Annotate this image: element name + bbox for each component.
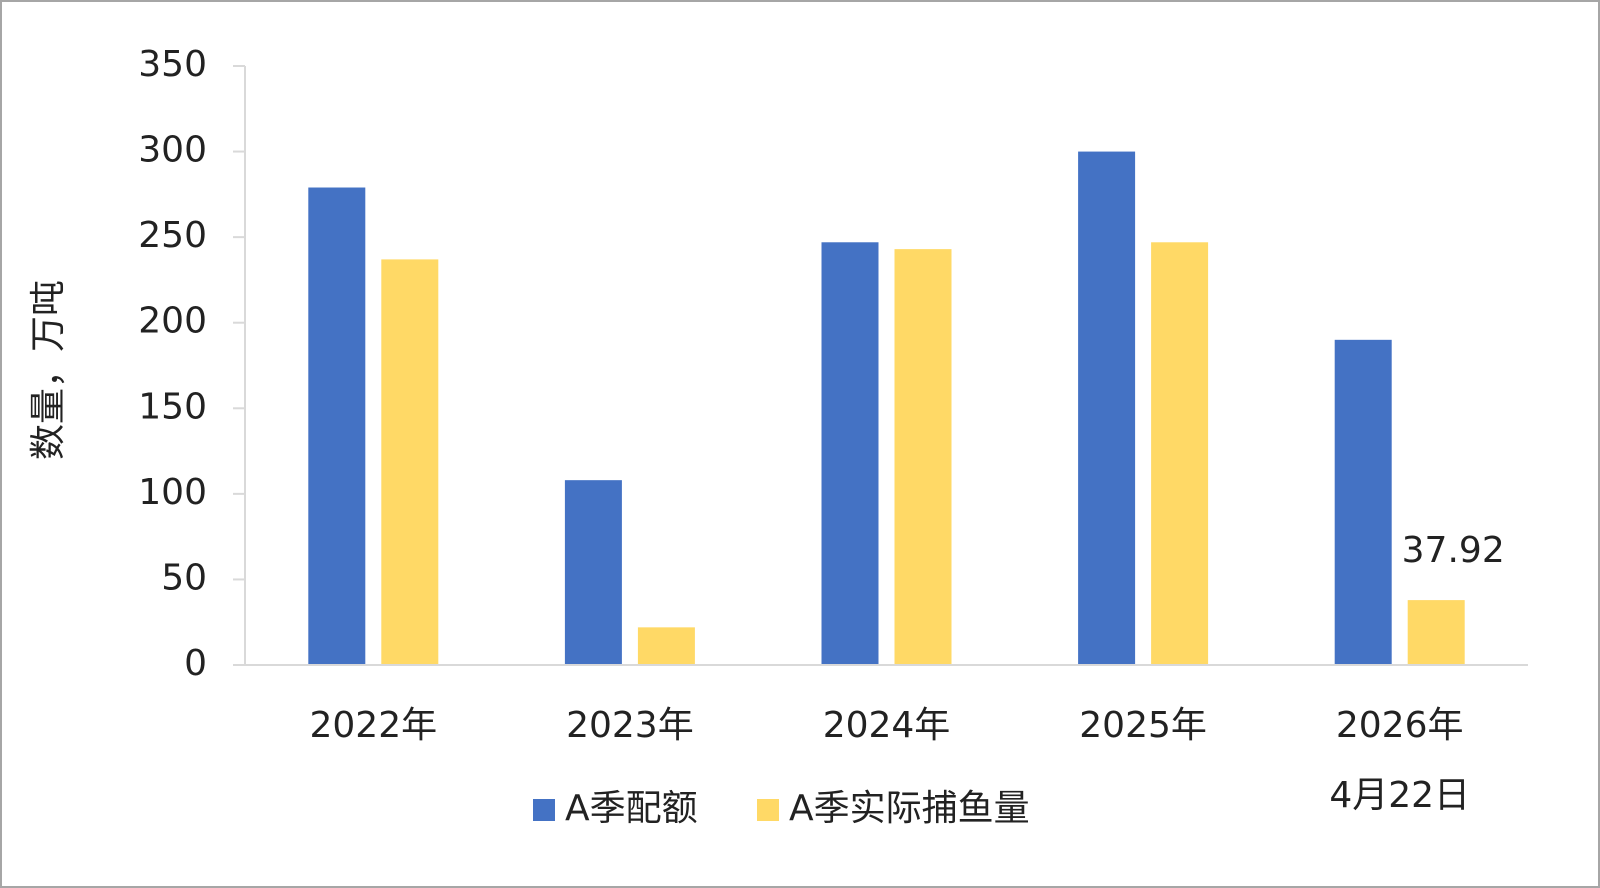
y-tick-label: 300 <box>138 130 207 171</box>
y-axis-title: 数量，万吨 <box>28 280 69 460</box>
data-label: 37.92 <box>1402 530 1505 571</box>
y-tick-label: 50 <box>161 557 207 598</box>
bar <box>1078 151 1136 666</box>
bar <box>821 242 879 665</box>
x-tick-label: 2024年 <box>823 705 951 746</box>
bar <box>894 249 952 665</box>
y-tick-label: 100 <box>138 472 207 513</box>
bar <box>381 259 439 665</box>
y-tick-label: 350 <box>138 44 207 85</box>
bar <box>1407 600 1465 665</box>
x-tick-label: 2026年 4月22日 <box>1329 705 1470 816</box>
bar <box>308 187 366 666</box>
legend-swatch <box>533 799 555 821</box>
x-tick-label: 2023年 <box>566 705 694 746</box>
legend-swatch <box>757 799 779 821</box>
y-tick-label: 250 <box>138 215 207 256</box>
bar <box>564 480 622 665</box>
legend-label: A季配额 <box>565 788 698 829</box>
bar <box>1334 339 1392 665</box>
y-tick-label: 0 <box>184 643 207 684</box>
bar <box>1151 242 1209 665</box>
y-tick-label: 200 <box>138 301 207 342</box>
x-tick-label: 2022年 <box>309 705 437 746</box>
legend-label: A季实际捕鱼量 <box>789 788 1030 829</box>
bar <box>637 627 695 665</box>
y-tick-label: 150 <box>138 386 207 427</box>
x-tick-label: 2025年 <box>1079 705 1207 746</box>
